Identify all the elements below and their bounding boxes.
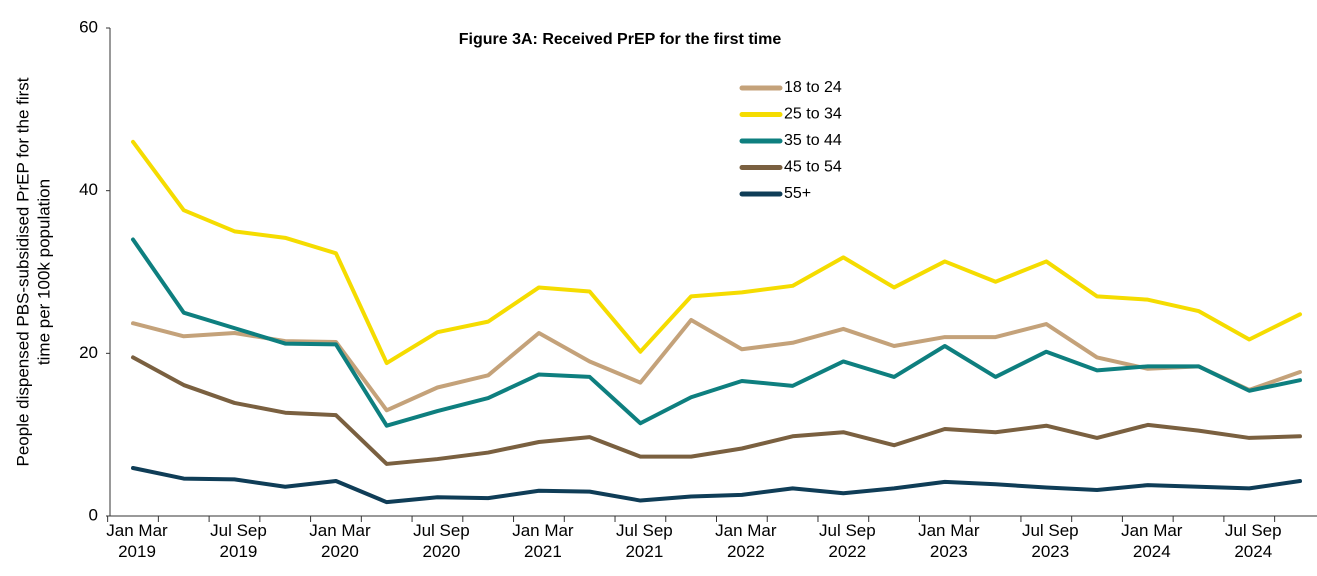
x-tick-label: Jan Mar 2021 (512, 521, 574, 561)
y-axis-label: People dispensed PBS-subsidised PrEP for… (13, 77, 32, 466)
x-tick-label: Jan Mar 2023 (918, 521, 980, 561)
x-tick-label: Jul Sep 2021 (616, 521, 673, 561)
x-tick-label: Jul Sep 2022 (818, 521, 876, 561)
series-line (131, 355, 1302, 466)
chart-title: Figure 3A: Received PrEP for the first t… (459, 31, 782, 48)
x-tick-label: Jan Mar 2020 (309, 521, 371, 561)
x-tick-label: Jan Mar 2022 (715, 521, 777, 561)
legend-label: 25 to 34 (784, 106, 842, 123)
x-tick-label: Jul Sep 2023 (1021, 521, 1079, 561)
x-tick-label: Jul Sep 2024 (1224, 521, 1282, 561)
y-tick-label: 0 (89, 505, 98, 524)
x-tick-label: Jul Sep 2020 (413, 521, 470, 561)
y-tick-label: 60 (79, 17, 98, 36)
y-tick-label: 40 (79, 180, 98, 199)
legend-label: 35 to 44 (784, 132, 842, 149)
legend-label: 18 to 24 (784, 79, 842, 96)
series-line (131, 237, 1302, 428)
legend-label: 55+ (784, 185, 811, 202)
legend-label: 45 to 54 (784, 159, 842, 176)
series-line (131, 317, 1302, 413)
x-tick-label: Jul Sep 2019 (210, 521, 267, 561)
series-line (131, 466, 1302, 505)
x-tick-label: Jan Mar 2024 (1121, 521, 1183, 561)
x-tick-label: Jan Mar 2019 (106, 521, 168, 561)
series-line (131, 139, 1302, 366)
y-axis-label: time per 100k population (34, 179, 53, 365)
y-tick-label: 20 (79, 343, 98, 362)
